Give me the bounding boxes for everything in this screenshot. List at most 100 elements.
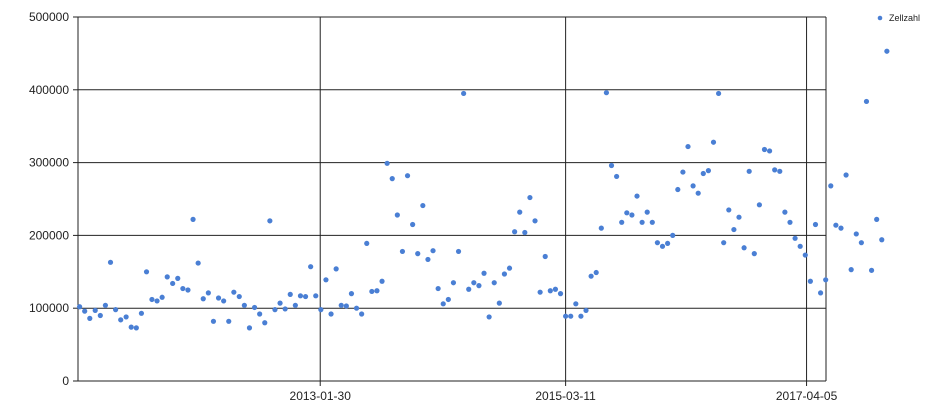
data-point xyxy=(761,146,768,153)
data-point xyxy=(481,270,487,276)
data-point xyxy=(170,280,176,287)
data-point xyxy=(705,168,711,174)
data-point xyxy=(695,190,701,196)
legend-marker xyxy=(877,15,883,21)
data-point xyxy=(87,315,93,321)
data-point xyxy=(92,307,98,313)
data-points xyxy=(76,48,890,331)
data-point xyxy=(639,219,645,225)
data-point xyxy=(308,264,314,270)
data-point xyxy=(384,160,390,166)
x-tick-label: 2015-03-11 xyxy=(535,389,596,403)
data-point xyxy=(272,307,278,313)
y-tick-label: 0 xyxy=(62,374,69,388)
data-point xyxy=(721,240,727,246)
data-point xyxy=(251,304,258,311)
data-point xyxy=(884,48,890,54)
data-point xyxy=(654,240,661,246)
data-point xyxy=(659,243,666,249)
data-point xyxy=(665,240,671,247)
data-point xyxy=(410,221,416,228)
data-point xyxy=(205,290,211,296)
data-point xyxy=(700,170,706,177)
data-point xyxy=(710,139,717,145)
data-point xyxy=(175,275,181,281)
data-point xyxy=(399,248,406,255)
data-point xyxy=(466,286,472,292)
data-point xyxy=(823,277,829,283)
data-point xyxy=(838,225,844,231)
data-point xyxy=(374,288,380,294)
data-point xyxy=(629,212,635,218)
data-point xyxy=(420,202,426,209)
data-point xyxy=(277,300,283,306)
data-point xyxy=(517,209,523,215)
data-point xyxy=(190,216,196,222)
data-point xyxy=(817,290,824,296)
data-point xyxy=(435,285,441,292)
data-point xyxy=(736,214,742,220)
data-point xyxy=(241,302,247,308)
data-point xyxy=(588,273,594,279)
data-point xyxy=(143,269,150,275)
data-point xyxy=(379,278,385,284)
data-point xyxy=(715,90,722,97)
data-point xyxy=(746,168,752,174)
data-point xyxy=(568,313,574,319)
data-point xyxy=(833,222,839,228)
data-point xyxy=(512,229,518,235)
data-point xyxy=(532,218,538,224)
data-point xyxy=(430,248,436,254)
grid-lines xyxy=(78,16,826,381)
data-point xyxy=(210,318,217,324)
data-point xyxy=(113,307,119,313)
data-point xyxy=(164,274,170,280)
data-point xyxy=(138,310,145,316)
data-point xyxy=(792,235,798,241)
data-point xyxy=(231,289,237,295)
data-point xyxy=(215,295,222,301)
data-point xyxy=(812,221,819,228)
data-point xyxy=(353,305,360,311)
data-point xyxy=(180,285,186,292)
data-point xyxy=(690,183,696,189)
data-point xyxy=(807,278,813,284)
data-point xyxy=(634,193,640,199)
data-point xyxy=(802,252,808,258)
data-point xyxy=(267,218,273,224)
data-point xyxy=(302,293,309,300)
data-point xyxy=(563,313,569,319)
data-point xyxy=(644,209,650,215)
data-point xyxy=(328,311,334,317)
data-point xyxy=(200,296,206,302)
data-point xyxy=(133,325,139,331)
data-point xyxy=(149,296,155,303)
data-point xyxy=(573,301,579,307)
data-point xyxy=(863,98,870,105)
data-point xyxy=(461,90,467,97)
data-point xyxy=(868,267,875,273)
data-point xyxy=(338,302,344,308)
x-tick-labels: 2013-01-30 2015-03-11 2017-04-05 xyxy=(290,389,838,403)
data-point xyxy=(527,194,533,201)
data-point xyxy=(547,288,553,294)
data-point xyxy=(751,251,757,257)
data-point xyxy=(506,265,513,271)
data-point xyxy=(843,172,849,178)
data-point xyxy=(583,307,589,313)
data-point xyxy=(858,240,864,246)
data-point xyxy=(614,173,620,180)
data-point xyxy=(557,291,564,297)
data-point xyxy=(195,260,201,266)
data-point xyxy=(262,320,268,326)
data-point xyxy=(76,304,83,310)
data-point xyxy=(343,303,349,309)
data-point xyxy=(731,226,737,233)
data-point xyxy=(777,168,783,174)
data-point xyxy=(649,219,655,225)
data-point xyxy=(603,90,610,96)
data-point xyxy=(766,148,773,154)
data-point xyxy=(425,256,431,263)
data-point xyxy=(128,324,134,330)
data-point xyxy=(369,288,375,295)
